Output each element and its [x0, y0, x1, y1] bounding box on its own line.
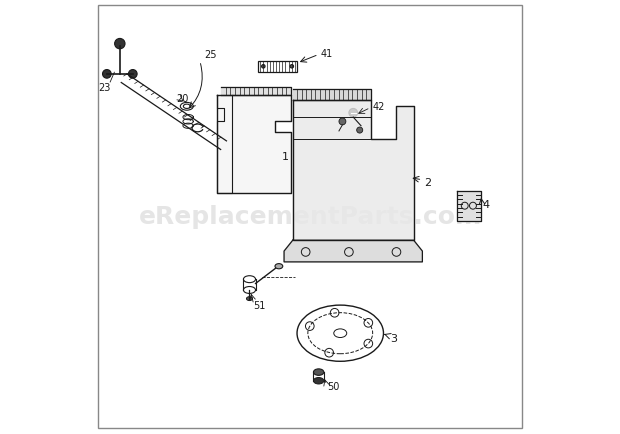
Text: 2: 2 [425, 178, 432, 187]
Circle shape [128, 70, 137, 79]
Text: 3: 3 [390, 333, 397, 343]
Polygon shape [293, 90, 371, 101]
Circle shape [115, 39, 125, 49]
Polygon shape [217, 96, 291, 193]
Ellipse shape [314, 369, 324, 375]
FancyBboxPatch shape [258, 62, 297, 72]
Text: eReplacementParts.com: eReplacementParts.com [138, 205, 482, 229]
Text: 4: 4 [483, 199, 490, 209]
Text: 51: 51 [253, 300, 265, 310]
Text: 23: 23 [98, 82, 110, 92]
Polygon shape [284, 241, 422, 262]
Polygon shape [293, 101, 414, 241]
Circle shape [102, 70, 111, 79]
Text: 50: 50 [327, 381, 340, 391]
Ellipse shape [314, 378, 324, 384]
Text: 20: 20 [176, 93, 188, 103]
Circle shape [349, 109, 358, 118]
Text: 41: 41 [321, 49, 333, 59]
Polygon shape [457, 191, 480, 221]
Circle shape [339, 118, 346, 125]
Text: 25: 25 [204, 50, 216, 60]
Circle shape [290, 66, 294, 69]
Circle shape [262, 66, 265, 69]
Ellipse shape [275, 264, 283, 269]
Circle shape [356, 128, 363, 134]
Text: 42: 42 [373, 102, 385, 112]
Ellipse shape [247, 297, 252, 301]
Text: 1: 1 [282, 151, 289, 161]
Polygon shape [221, 88, 291, 96]
